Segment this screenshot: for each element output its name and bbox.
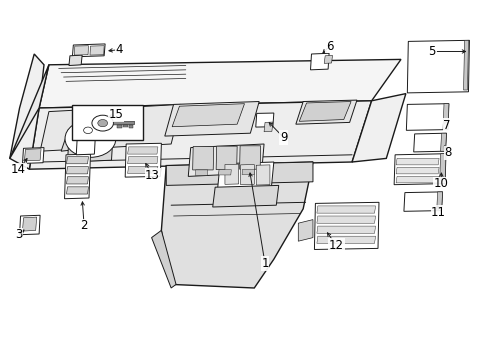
Polygon shape — [242, 169, 254, 175]
Polygon shape — [67, 144, 112, 162]
Polygon shape — [316, 236, 375, 243]
Polygon shape — [440, 133, 446, 151]
Polygon shape — [40, 104, 181, 151]
Polygon shape — [10, 65, 49, 158]
Polygon shape — [298, 220, 312, 241]
Polygon shape — [395, 158, 438, 165]
Polygon shape — [239, 146, 260, 169]
Polygon shape — [29, 101, 371, 169]
Polygon shape — [217, 162, 273, 189]
Polygon shape — [166, 162, 312, 185]
Text: 7: 7 — [442, 119, 450, 132]
Polygon shape — [413, 133, 446, 152]
Polygon shape — [69, 55, 82, 66]
Polygon shape — [314, 202, 378, 249]
Polygon shape — [72, 44, 105, 57]
Bar — [72, 105, 143, 140]
Text: 10: 10 — [433, 177, 447, 190]
Polygon shape — [22, 217, 37, 231]
Circle shape — [83, 127, 92, 134]
Polygon shape — [113, 121, 134, 125]
Text: 13: 13 — [145, 169, 160, 182]
Polygon shape — [10, 54, 44, 169]
Polygon shape — [76, 136, 95, 155]
Polygon shape — [463, 40, 468, 90]
Text: 11: 11 — [430, 206, 445, 219]
Text: 3: 3 — [15, 228, 22, 241]
Polygon shape — [66, 167, 88, 174]
Circle shape — [98, 120, 107, 127]
Polygon shape — [299, 102, 350, 121]
Polygon shape — [310, 53, 328, 70]
Polygon shape — [64, 154, 90, 199]
Polygon shape — [128, 125, 133, 128]
Text: 2: 2 — [80, 219, 88, 232]
Text: 8: 8 — [443, 146, 451, 159]
Text: 6: 6 — [325, 40, 333, 53]
Polygon shape — [192, 147, 213, 170]
Polygon shape — [127, 166, 158, 174]
Polygon shape — [117, 125, 122, 128]
Polygon shape — [66, 157, 88, 164]
Polygon shape — [316, 206, 375, 213]
Circle shape — [65, 120, 116, 157]
Polygon shape — [436, 192, 442, 211]
Polygon shape — [188, 144, 264, 176]
Polygon shape — [39, 59, 400, 108]
Polygon shape — [316, 226, 375, 233]
Circle shape — [92, 115, 113, 131]
Polygon shape — [295, 100, 356, 124]
Polygon shape — [439, 154, 445, 184]
Polygon shape — [255, 113, 273, 127]
Text: 12: 12 — [328, 239, 343, 252]
Polygon shape — [316, 216, 375, 223]
Polygon shape — [395, 167, 438, 174]
Polygon shape — [66, 187, 88, 194]
Polygon shape — [90, 46, 104, 55]
Polygon shape — [324, 55, 332, 63]
Text: 9: 9 — [279, 131, 287, 144]
Circle shape — [85, 135, 95, 142]
Polygon shape — [403, 192, 442, 211]
Polygon shape — [22, 148, 44, 163]
Polygon shape — [164, 102, 259, 136]
Polygon shape — [224, 164, 238, 184]
Polygon shape — [172, 104, 244, 127]
Polygon shape — [406, 104, 448, 130]
Polygon shape — [351, 94, 405, 162]
Polygon shape — [195, 170, 207, 175]
Polygon shape — [264, 122, 272, 132]
Polygon shape — [123, 125, 128, 127]
Polygon shape — [151, 230, 176, 288]
Polygon shape — [20, 215, 40, 235]
Polygon shape — [74, 46, 88, 55]
Polygon shape — [442, 104, 448, 130]
Polygon shape — [395, 176, 438, 183]
Polygon shape — [127, 157, 158, 164]
Polygon shape — [161, 162, 312, 288]
Polygon shape — [212, 185, 278, 207]
Text: 4: 4 — [115, 43, 123, 56]
Polygon shape — [240, 165, 254, 185]
Polygon shape — [407, 40, 468, 93]
Polygon shape — [393, 154, 445, 185]
Polygon shape — [256, 165, 269, 185]
Text: 5: 5 — [427, 45, 435, 58]
Polygon shape — [125, 143, 161, 177]
Polygon shape — [24, 149, 41, 161]
Text: 14: 14 — [11, 163, 26, 176]
Text: 1: 1 — [261, 257, 268, 270]
Polygon shape — [66, 177, 88, 184]
Polygon shape — [127, 147, 158, 154]
Polygon shape — [218, 170, 231, 175]
Text: 15: 15 — [109, 108, 123, 121]
Polygon shape — [216, 146, 237, 170]
Polygon shape — [61, 124, 117, 151]
